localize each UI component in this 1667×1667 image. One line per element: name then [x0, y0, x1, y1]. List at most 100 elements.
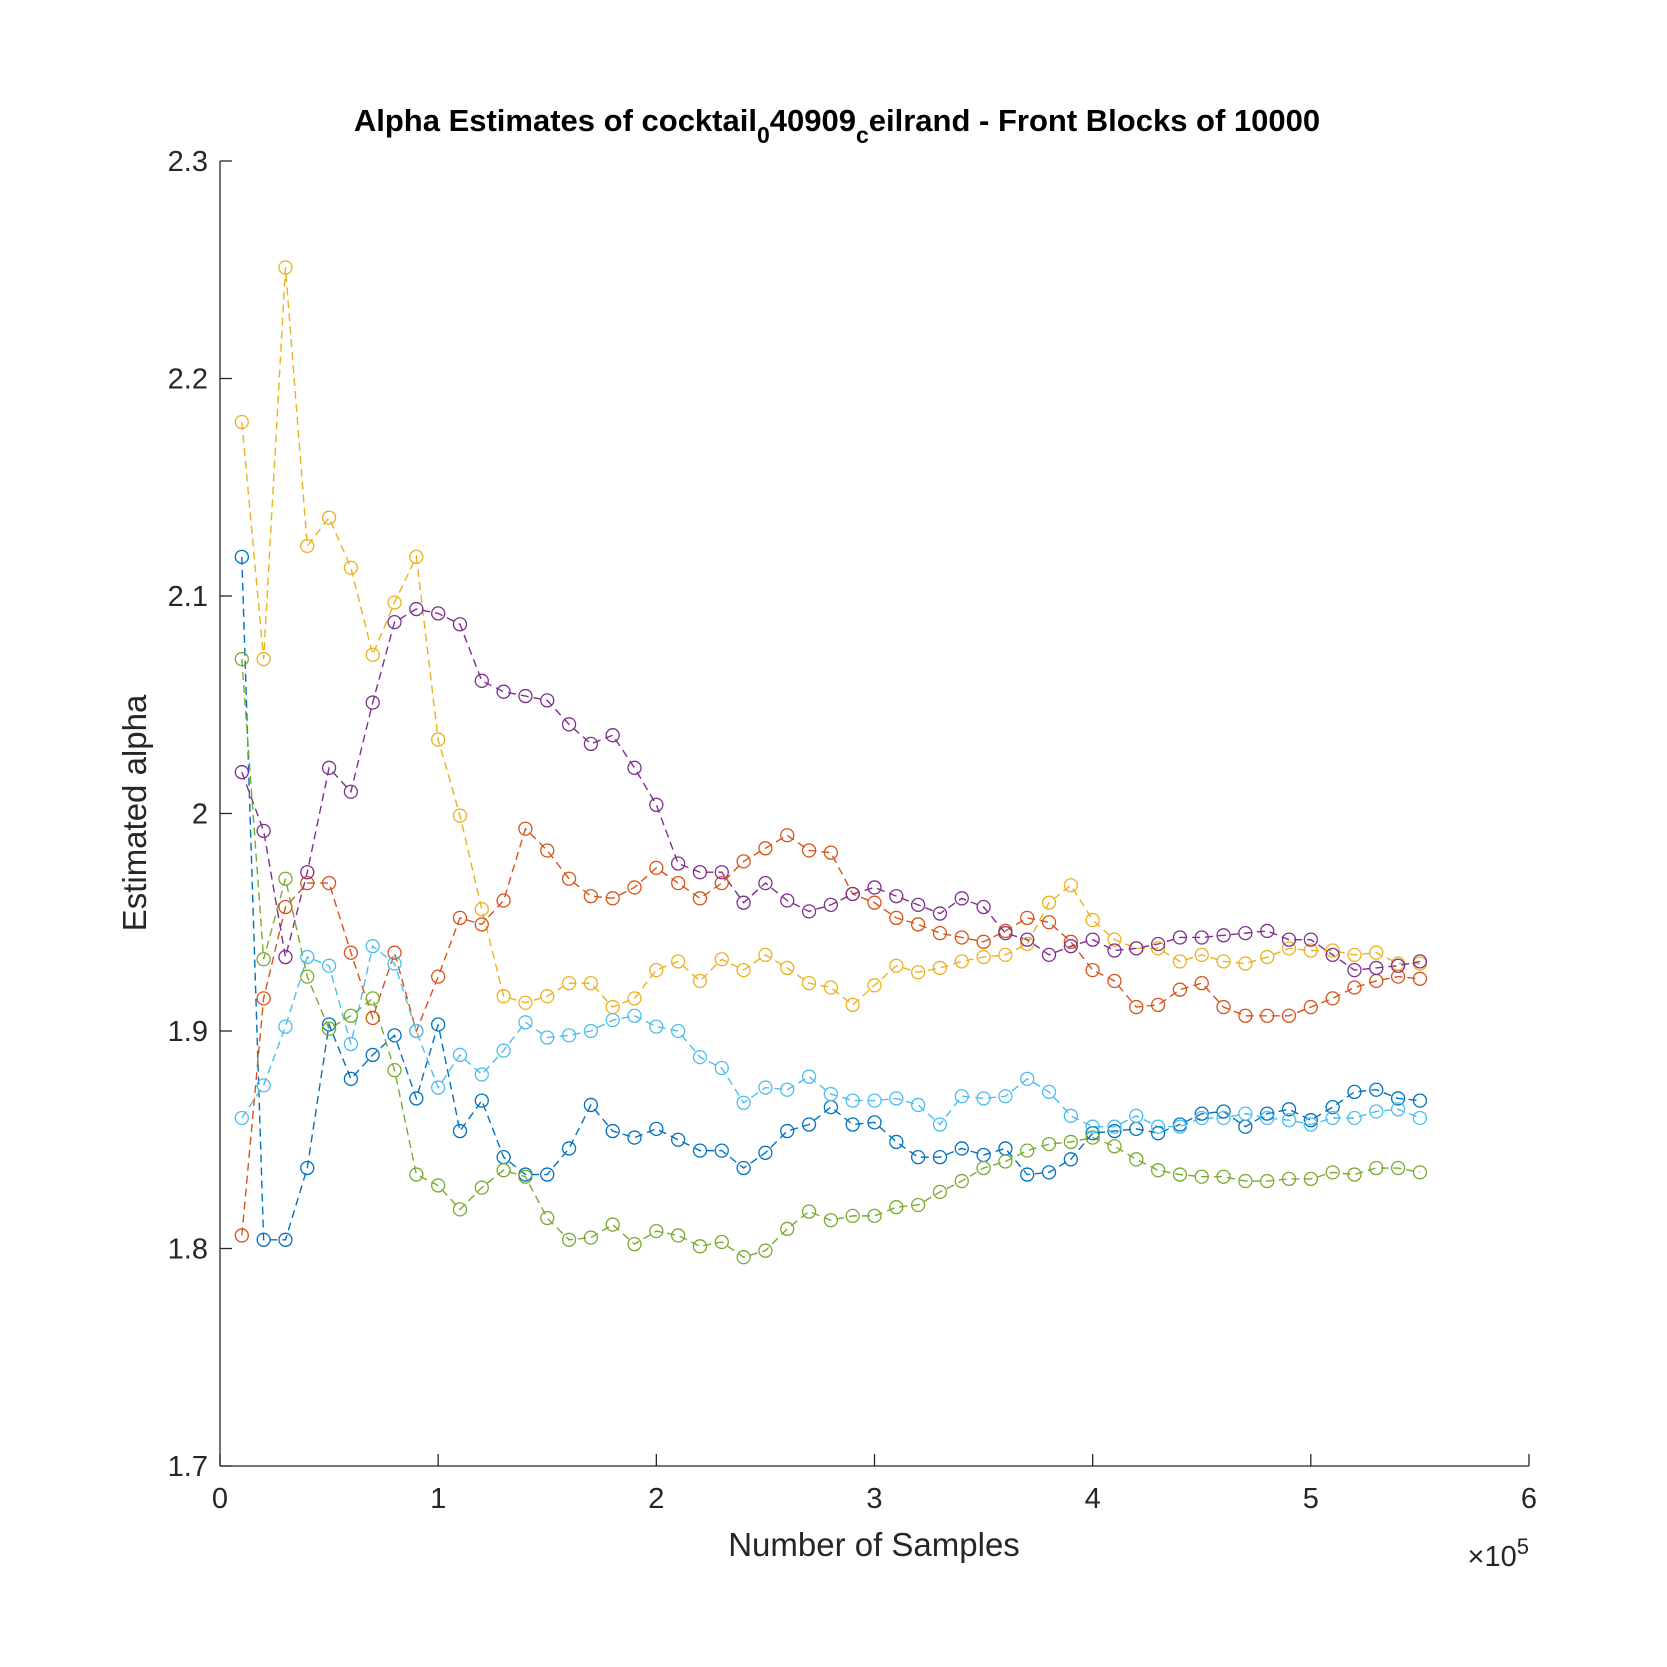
data-point: [823, 845, 839, 860]
data-point: [561, 1141, 577, 1156]
data-point: [365, 647, 380, 662]
data-point: [671, 1132, 686, 1147]
data-point: [671, 954, 686, 969]
data-point: [736, 1250, 751, 1265]
data-point: [1194, 1110, 1209, 1126]
data-point: [954, 954, 969, 969]
data-point: [1303, 1113, 1318, 1128]
data-point: [801, 904, 817, 919]
x-axis-label: Number of Samples: [728, 1526, 1020, 1563]
data-point: [387, 1063, 402, 1078]
data-point: [867, 1115, 882, 1130]
title-subscript-2: c: [856, 122, 869, 148]
series-markers-5: [234, 651, 1428, 1265]
data-point: [801, 1069, 817, 1084]
title-subscript-1: 0: [757, 122, 770, 148]
data-point: [1347, 1167, 1362, 1182]
data-point: [998, 925, 1013, 941]
y-axis-label: Estimated alpha: [116, 694, 153, 931]
data-point: [1281, 932, 1297, 947]
y-tick-label: 1.8: [168, 1234, 208, 1266]
data-point: [1085, 1119, 1100, 1134]
data-point: [932, 1117, 948, 1132]
data-point: [932, 906, 948, 921]
data-point: [1107, 1119, 1122, 1134]
data-point: [1369, 1160, 1384, 1176]
data-point: [954, 891, 969, 906]
data-point: [1412, 1093, 1428, 1108]
data-point: [1303, 1117, 1318, 1132]
data-point: [496, 1163, 511, 1178]
data-point: [321, 1021, 337, 1036]
x-tick-label: 3: [866, 1483, 882, 1515]
data-point: [1063, 1134, 1078, 1150]
data-point: [1172, 954, 1188, 969]
data-point: [496, 893, 511, 908]
data-point: [1390, 1091, 1406, 1106]
data-point: [1369, 1082, 1384, 1097]
data-point: [692, 891, 708, 906]
data-point: [343, 1008, 359, 1023]
data-point: [474, 673, 489, 688]
x-exponent-power: 5: [1517, 1534, 1529, 1559]
data-point: [801, 1204, 817, 1219]
data-point: [823, 1213, 839, 1228]
x-tick-label: 4: [1085, 1483, 1101, 1515]
data-point: [627, 1008, 642, 1023]
data-point: [300, 865, 315, 880]
data-point: [714, 952, 729, 967]
data-point: [1369, 960, 1384, 976]
data-point: [714, 865, 729, 880]
data-point: [671, 856, 686, 871]
series-line-3: [241, 267, 1420, 1008]
data-point: [561, 1028, 577, 1043]
data-point: [627, 1237, 642, 1252]
data-point: [1150, 1163, 1166, 1178]
data-point: [714, 875, 729, 891]
data-point: [321, 510, 337, 525]
data-point: [540, 1167, 555, 1182]
data-point: [256, 1078, 271, 1093]
data-point: [867, 1093, 882, 1108]
data-point: [496, 1043, 511, 1058]
data-point: [954, 1173, 969, 1189]
data-point: [1107, 932, 1122, 947]
data-point: [1281, 1171, 1297, 1187]
data-point: [431, 969, 446, 984]
data-point: [910, 1150, 926, 1165]
data-point: [780, 1123, 795, 1139]
data-point: [431, 606, 446, 621]
data-point: [1347, 947, 1362, 963]
data-point: [1325, 1099, 1340, 1115]
data-point: [627, 1130, 642, 1145]
data-point: [1325, 991, 1340, 1006]
data-point: [692, 1049, 708, 1065]
data-point: [671, 1023, 686, 1039]
data-point: [256, 1232, 271, 1247]
data-point: [649, 797, 664, 812]
data-point: [452, 910, 468, 926]
data-point: [1281, 1008, 1297, 1023]
data-point: [714, 1143, 729, 1158]
series-line-4: [241, 608, 1421, 971]
data-point: [714, 1234, 729, 1250]
data-point: [1260, 1008, 1275, 1023]
data-point: [605, 891, 620, 906]
data-point: [1063, 1152, 1078, 1167]
data-point: [1347, 1084, 1362, 1100]
data-point: [452, 617, 468, 632]
data-point: [1216, 999, 1231, 1015]
data-point: [1325, 1110, 1340, 1126]
series-line-5: [241, 659, 1421, 1258]
data-point: [867, 895, 882, 910]
data-point: [910, 897, 926, 912]
data-point: [671, 1228, 686, 1243]
series-line-2: [241, 827, 1420, 1236]
series-markers: [234, 260, 1428, 1265]
data-point: [932, 1150, 948, 1165]
data-point: [932, 960, 948, 976]
data-point: [256, 991, 271, 1006]
data-point: [1063, 1108, 1078, 1123]
data-point: [1390, 958, 1406, 973]
